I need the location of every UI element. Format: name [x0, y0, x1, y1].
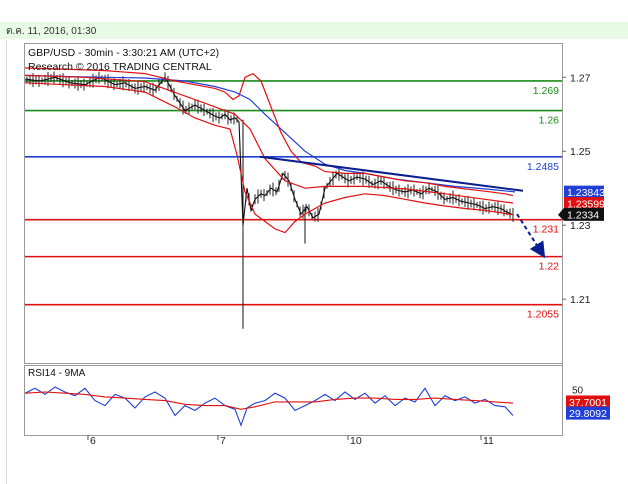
price-tag-bg-2: [564, 207, 604, 221]
main-plot-frame: [24, 43, 563, 364]
x-tick-label-0: 6: [90, 435, 96, 447]
series-line-4: [25, 74, 514, 204]
chart-title: GBP/USD - 30min - 3:30:21 AM (UTC+2): [28, 47, 219, 59]
y-tick-label-3: 1.21: [570, 294, 591, 306]
date-stamp: ต.ค. 11, 2016, 01:30: [6, 26, 97, 37]
series-line-0: [25, 76, 514, 226]
price-tag-bg-0: [564, 185, 604, 199]
rsi-tag-label-1: 29.8092: [569, 408, 607, 420]
x-axis-ticks: 6 7 10 11: [87, 435, 494, 447]
rsi-tag-label-0: 37.7001: [569, 397, 607, 409]
price-spikes: [242, 119, 306, 329]
y-axis-ticks: 1.27 1.25 1.23 1.21: [562, 72, 591, 306]
x-tick-label-2: 10: [350, 435, 362, 447]
level-label-1: 1.26: [539, 115, 560, 127]
rsi-tag-bg-1: [566, 406, 610, 420]
x-tick-label-3: 11: [483, 435, 494, 447]
series-line-1: [25, 74, 516, 193]
level-label-0: 1.269: [533, 85, 559, 97]
price-tag-label-1: 1.23599: [567, 199, 605, 211]
top-strip: [0, 0, 628, 14]
rsi-line-1: [25, 391, 514, 410]
annotations: [259, 155, 546, 259]
x-tick-label-1: 7: [220, 435, 226, 447]
y-tick-label-1: 1.25: [570, 146, 591, 158]
rsi-tick-label-0: 50: [572, 386, 584, 397]
date-bar: [0, 22, 628, 39]
level-label-2: 1.2485: [527, 161, 559, 173]
level-label-3: 1.231: [533, 224, 559, 236]
y-tick-label-0: 1.27: [570, 72, 591, 84]
price-tag-label-0: 1.23843: [567, 187, 605, 199]
ohlc-bars: [26, 71, 514, 233]
rsi-line-0: [25, 386, 514, 427]
rsi-tag-bg-0: [566, 395, 610, 409]
level-label-5: 1.2055: [527, 309, 559, 321]
y-tick-label-2: 1.23: [570, 220, 591, 232]
series-line-3: [25, 82, 514, 234]
rsi-title: RSI14 - 9MA: [28, 368, 86, 379]
level-label-4: 1.22: [539, 261, 560, 273]
level-labels: 1.269 1.26 1.2485 1.231 1.22 1.2055: [527, 85, 559, 321]
rsi-series: [25, 386, 514, 427]
forecast-arrow: [516, 213, 546, 259]
rsi-y-ticks: 50: [572, 386, 584, 397]
frame-left-edge: [6, 40, 7, 484]
trendline: [259, 155, 524, 192]
price-tag-label-2: 1.2334: [567, 209, 599, 221]
price-tag-pointer: [558, 207, 564, 221]
chart-subtitle: Research © 2016 TRADING CENTRAL: [28, 61, 212, 73]
main-series: [25, 67, 516, 234]
series-line-2: [25, 67, 514, 197]
price-tag-bg-1: [564, 197, 604, 211]
